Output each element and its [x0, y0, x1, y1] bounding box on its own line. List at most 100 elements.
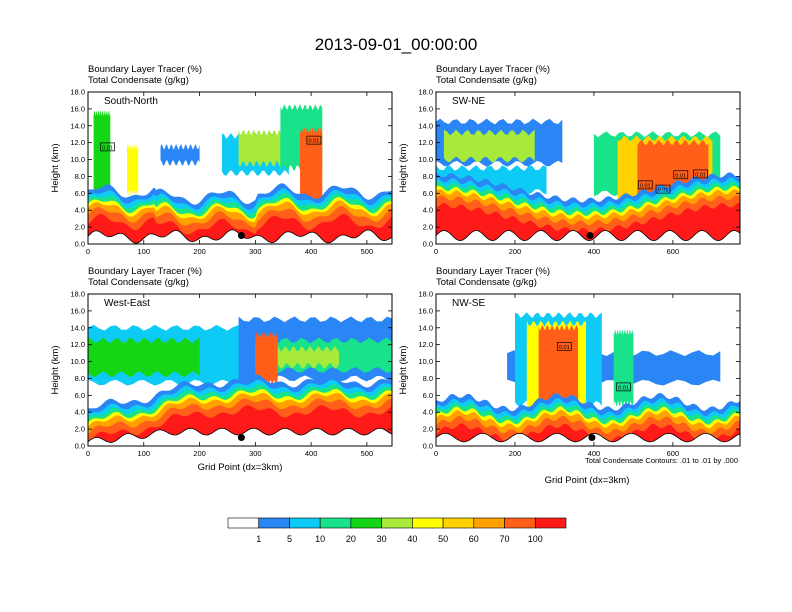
y-axis-label: Height (km)	[50, 143, 61, 192]
x-tick-label: 600	[667, 247, 680, 256]
x-tick-label: 400	[305, 449, 318, 458]
colorbar-swatch	[350, 517, 382, 529]
x-tick-label: 300	[249, 247, 262, 256]
y-tick-label: 14.0	[70, 323, 85, 332]
y-tick-label: 2.0	[75, 223, 85, 232]
y-tick-label: 14.0	[418, 323, 433, 332]
x-tick-label: 200	[509, 449, 522, 458]
y-tick-label: 16.0	[70, 306, 85, 315]
figure-title: 2013-09-01_00:00:00	[315, 35, 478, 54]
contour-label: 0.01	[618, 385, 629, 391]
y-tick-label: 6.0	[75, 391, 85, 400]
y-tick-label: 14.0	[70, 121, 85, 130]
cloud-band	[88, 337, 200, 378]
plot-frame	[435, 91, 741, 245]
y-tick-label: 4.0	[423, 206, 433, 215]
panel-subtitle-tracer: Boundary Layer Tracer (%)	[88, 266, 202, 277]
y-axis-label: Height (km)	[398, 143, 409, 192]
y-tick-label: 6.0	[423, 189, 433, 198]
y-axis-label: Height (km)	[50, 345, 61, 394]
colorbar-swatch	[319, 517, 352, 529]
panel-subtitle-condensate: Total Condensate (g/kg)	[88, 75, 189, 86]
y-tick-label: 16.0	[70, 104, 85, 113]
y-tick-label: 2.0	[75, 425, 85, 434]
colorbar-swatch	[504, 517, 536, 529]
contour-label-box	[655, 184, 671, 194]
panel-label: NW-SE	[452, 298, 485, 309]
location-marker	[237, 232, 245, 240]
contour-label: 0.01	[640, 183, 651, 189]
colorbar-label: 100	[528, 534, 543, 544]
contour-label-box	[693, 169, 708, 179]
location-marker	[588, 434, 596, 442]
colorbar-swatch	[227, 517, 260, 529]
colorbar-label: 30	[377, 534, 387, 544]
y-tick-label: 0.0	[423, 240, 433, 249]
panel-subtitle-condensate: Total Condensate (g/kg)	[436, 75, 537, 86]
x-tick-label: 200	[509, 247, 522, 256]
y-tick-label: 16.0	[418, 104, 433, 113]
y-axis-label: Height (km)	[398, 345, 409, 394]
tracer-field	[436, 92, 740, 244]
y-tick-label: 12.0	[70, 138, 85, 147]
plot-frame	[87, 293, 393, 447]
y-tick-label: 16.0	[418, 306, 433, 315]
colorbar-label: 70	[500, 534, 510, 544]
cloud-band	[238, 129, 281, 167]
contour-label: 0.01	[309, 139, 320, 145]
y-tick-label: 14.0	[418, 121, 433, 130]
colorbar-swatch	[412, 517, 444, 529]
y-tick-label: 10.0	[418, 155, 433, 164]
y-tick-label: 10.0	[70, 357, 85, 366]
y-tick-label: 18.0	[70, 88, 85, 97]
cloud-band	[300, 127, 323, 205]
colorbar-label: 5	[287, 534, 292, 544]
contour-label: 0.01	[102, 145, 113, 151]
panel-west-east: Boundary Layer Tracer (%) Total Condensa…	[50, 266, 393, 473]
terrain	[436, 432, 740, 446]
y-tick-label: 8.0	[423, 172, 433, 181]
x-tick-label: 200	[193, 449, 206, 458]
panel-subtitle-tracer: Boundary Layer Tracer (%)	[436, 266, 550, 277]
location-marker	[237, 434, 245, 442]
contour-label-box	[556, 342, 572, 351]
panel-subtitle-tracer: Boundary Layer Tracer (%)	[88, 64, 202, 75]
x-tick-label: 400	[305, 247, 318, 256]
y-tick-label: 4.0	[75, 206, 85, 215]
plot-frame	[87, 91, 393, 245]
y-tick-label: 18.0	[70, 290, 85, 299]
x-tick-label: 500	[361, 449, 374, 458]
x-tick-label: 400	[588, 449, 601, 458]
x-tick-label: 400	[588, 247, 601, 256]
panel-subtitle-tracer: Boundary Layer Tracer (%)	[436, 64, 550, 75]
contour-label: 0.01	[695, 172, 706, 178]
tracer-field	[88, 92, 392, 244]
y-tick-label: 4.0	[75, 408, 85, 417]
cloud-band	[538, 324, 579, 420]
y-tick-label: 2.0	[423, 223, 433, 232]
colorbar-swatch	[289, 517, 321, 529]
colorbar-swatch	[534, 517, 567, 529]
y-tick-label: 8.0	[423, 374, 433, 383]
tracer-field	[88, 294, 392, 446]
cloud-band	[255, 331, 278, 386]
x-tick-label: 0	[86, 449, 90, 458]
y-tick-label: 4.0	[423, 408, 433, 417]
terrain	[436, 230, 740, 244]
y-tick-label: 12.0	[418, 138, 433, 147]
y-tick-label: 0.0	[75, 442, 85, 451]
cloud-band	[127, 143, 139, 197]
location-marker	[586, 232, 594, 240]
y-tick-label: 8.0	[75, 172, 85, 181]
y-tick-label: 6.0	[423, 391, 433, 400]
x-tick-label: 0	[434, 247, 438, 256]
contour-label-box	[306, 135, 322, 145]
colorbar-label: 50	[438, 534, 448, 544]
contour-label-box	[673, 170, 689, 180]
y-tick-label: 0.0	[75, 240, 85, 249]
x-tick-label: 200	[193, 247, 206, 256]
x-tick-label: 600	[667, 449, 680, 458]
panel-subtitle-condensate: Total Condensate (g/kg)	[88, 277, 189, 288]
x-tick-label: 100	[138, 449, 151, 458]
